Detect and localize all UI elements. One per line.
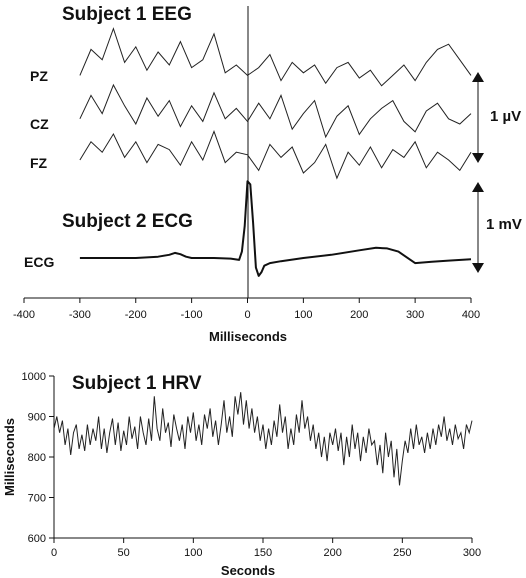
ms-tick-label: -300 xyxy=(69,309,91,321)
ms-tick-label: 400 xyxy=(462,309,480,321)
eeg-title: Subject 1 EEG xyxy=(62,4,192,25)
hrv-y-tick-label: 800 xyxy=(28,452,46,464)
ms-tick-label: -200 xyxy=(125,309,147,321)
ecg-title: Subject 2 ECG xyxy=(62,211,193,232)
channel-label-cz: CZ xyxy=(30,116,49,132)
ms-tick-label: 200 xyxy=(350,309,368,321)
hrv-x-tick-label: 100 xyxy=(184,547,202,559)
hrv-x-tick-label: 0 xyxy=(51,547,57,559)
ms-tick-label: -400 xyxy=(13,309,35,321)
eeg-traces xyxy=(79,27,472,180)
ecg-trace xyxy=(79,180,472,277)
ms-x-axis-label: Milliseconds xyxy=(209,329,287,344)
eeg-series-fz xyxy=(79,129,472,180)
channel-label-ecg: ECG xyxy=(24,254,54,270)
hrv-x-tick-label: 50 xyxy=(118,547,130,559)
hrv-x-axis-label: Seconds xyxy=(221,563,275,578)
hrv-x-tick-label: 200 xyxy=(323,547,341,559)
ms-tick-label: 100 xyxy=(294,309,312,321)
hrv-x-tick-label: 300 xyxy=(463,547,481,559)
hrv-y-axis-label: Milliseconds xyxy=(2,418,17,496)
channel-label-fz: FZ xyxy=(30,155,48,171)
ms-tick-label: -100 xyxy=(181,309,203,321)
eeg-series-cz xyxy=(79,83,472,139)
ecg-scale-bar xyxy=(472,182,484,273)
hrv-x-tick-label: 150 xyxy=(254,547,272,559)
hrv-title: Subject 1 HRV xyxy=(72,373,202,394)
ecg-scale-label: 1 mV xyxy=(486,216,522,233)
eeg-series-pz xyxy=(79,27,472,87)
hrv-y-tick-label: 900 xyxy=(28,412,46,424)
hrv-x-tick-label: 250 xyxy=(393,547,411,559)
ms-tick-label: 0 xyxy=(244,309,250,321)
hrv-trace xyxy=(53,392,473,486)
hrv-y-tick-label: 600 xyxy=(28,533,46,545)
hrv-y-ticks: 600 700 800 900 1000 xyxy=(22,371,54,545)
eeg-scale-label: 1 µV xyxy=(490,108,521,125)
ms-tick-label: 300 xyxy=(406,309,424,321)
ecg-series xyxy=(79,180,472,277)
hrv-y-tick-label: 1000 xyxy=(22,371,46,383)
hrv-x-ticks: 0 50 100 150 200 250 300 xyxy=(51,538,481,559)
eeg-scale-bar xyxy=(472,72,484,163)
hrv-series xyxy=(53,392,473,486)
channel-label-pz: PZ xyxy=(30,68,48,84)
ms-x-ticks: -400 -300 -200 -100 0 100 200 300 400 xyxy=(13,298,480,321)
hrv-y-tick-label: 700 xyxy=(28,493,46,505)
